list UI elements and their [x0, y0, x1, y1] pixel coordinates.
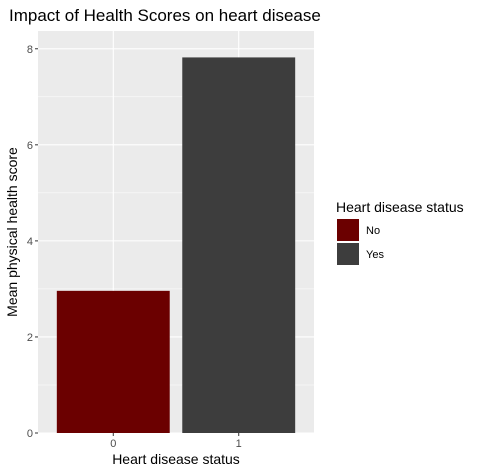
x-axis-title: Heart disease status: [112, 451, 240, 467]
y-tick-label: 4: [27, 236, 33, 248]
y-tick-label: 8: [27, 44, 33, 56]
legend-title: Heart disease status: [336, 199, 464, 215]
legend-label-yes: Yes: [366, 249, 384, 261]
legend-key-no: [337, 219, 359, 241]
chart-title: Impact of Health Scores on heart disease: [9, 6, 321, 25]
legend-key-yes: [337, 243, 359, 265]
y-tick-label: 6: [27, 140, 33, 152]
x-tick-label: 1: [236, 438, 242, 450]
bar-yes: [182, 57, 295, 433]
y-tick-label: 2: [27, 332, 33, 344]
y-axis-title: Mean physical health score: [4, 147, 20, 317]
y-tick-label: 0: [27, 428, 33, 440]
legend: Heart disease status No Yes: [336, 199, 464, 265]
bar-no: [57, 291, 170, 433]
x-tick-label: 0: [110, 438, 116, 450]
legend-items: No Yes: [337, 219, 384, 265]
legend-label-no: No: [366, 225, 380, 237]
y-axis: 0 2 4 6 8: [27, 44, 38, 440]
